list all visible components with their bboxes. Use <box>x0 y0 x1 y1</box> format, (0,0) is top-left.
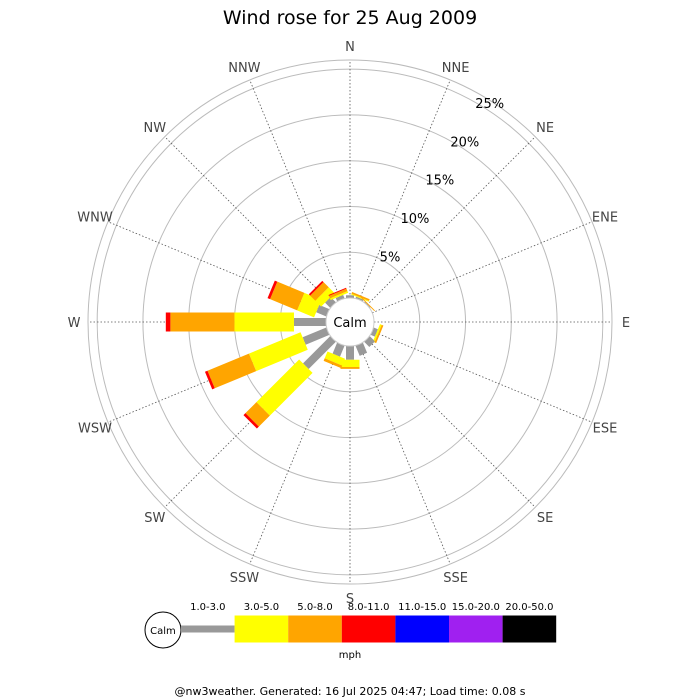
bar-ssw-1.0-3.0 <box>332 342 345 357</box>
bar-wsw-5.0-8.0 <box>207 353 257 389</box>
bar-nnw-3.0-5.0 <box>329 291 349 301</box>
legend-bin-label: 20.0-50.0 <box>505 602 553 613</box>
direction-label-w: W <box>68 316 81 331</box>
legend-bin-label: 1.0-3.0 <box>190 602 225 613</box>
direction-label-se: SE <box>537 511 553 526</box>
direction-label-nw: NW <box>144 121 167 136</box>
legend-bin-label: 8.0-11.0 <box>348 602 390 613</box>
calm-label: Calm <box>333 316 366 331</box>
bar-sw-8.0-11.0 <box>243 413 259 429</box>
legend-swatch <box>234 615 289 643</box>
direction-label-wnw: WNW <box>77 210 113 225</box>
grid-spoke <box>366 338 536 508</box>
outer-ring <box>87 59 613 585</box>
legend-bin-label: 3.0-5.0 <box>244 602 279 613</box>
legend-units: mph <box>339 650 361 661</box>
legend-swatch <box>395 615 449 643</box>
grid-spoke <box>358 79 451 300</box>
grid-spoke <box>164 136 334 306</box>
bar-sw-3.0-5.0 <box>256 359 313 416</box>
legend-bin-label: 5.0-8.0 <box>297 602 332 613</box>
bar-wsw-3.0-5.0 <box>248 332 308 372</box>
direction-label-nnw: NNW <box>228 61 260 76</box>
bar-nne-5.0-8.0 <box>351 291 370 301</box>
grid-spoke <box>372 221 593 314</box>
grid-spoke <box>249 344 342 565</box>
direction-label-wsw: WSW <box>78 422 112 437</box>
bar-wnw-1.0-3.0 <box>316 304 330 317</box>
radial-tick-label: 10% <box>400 212 429 227</box>
bar-ssw-5.0-8.0 <box>323 358 343 369</box>
calm-circle: Calm <box>325 297 375 347</box>
radial-tick-label: 25% <box>475 97 504 112</box>
legend-swatch <box>181 625 235 633</box>
direction-label-ene: ENE <box>592 210 618 225</box>
direction-label-sse: SSE <box>443 571 468 586</box>
bar-nw-3.0-5.0 <box>315 287 335 307</box>
direction-label-ssw: SSW <box>230 571 260 586</box>
legend-swatch <box>341 615 396 643</box>
bar-wsw-8.0-11.0 <box>204 370 215 390</box>
legend-swatch <box>288 615 342 643</box>
direction-label-nne: NNE <box>442 61 470 76</box>
legend-swatch <box>502 615 557 643</box>
grid-spoke <box>358 344 451 565</box>
polar-grid <box>87 59 613 585</box>
bar-nw-5.0-8.0 <box>310 282 329 301</box>
direction-label-e: E <box>622 316 630 331</box>
direction-label-ne: NE <box>536 121 554 136</box>
legend-bin-label: 11.0-15.0 <box>398 602 446 613</box>
grid-spoke <box>366 136 536 306</box>
bar-ese-3.0-5.0 <box>372 324 382 343</box>
bar-nnw-5.0-8.0 <box>328 288 348 299</box>
speed-legend: Calm 1.0-3.0 3.0-5.0 5.0-8.0 8.0-11.0 11.0-15… <box>144 602 557 661</box>
direction-label-ese: ESE <box>593 422 618 437</box>
bar-nw-8.0-11.0 <box>308 280 324 296</box>
bar-nnw-1.0-3.0 <box>335 294 345 302</box>
bar-ssw-3.0-5.0 <box>324 351 346 366</box>
bar-sw-1.0-3.0 <box>303 336 336 369</box>
direction-label-s: S <box>346 592 354 607</box>
bar-wnw-8.0-11.0 <box>267 280 278 300</box>
direction-label-sw: SW <box>144 511 165 526</box>
bar-sw-5.0-8.0 <box>245 402 270 427</box>
bar-nw-1.0-3.0 <box>325 297 336 308</box>
bar-se-1.0-3.0 <box>364 336 375 347</box>
legend-bin-label: 15.0-20.0 <box>452 602 500 613</box>
bar-sse-1.0-3.0 <box>355 342 368 356</box>
chart-title: Wind rose for 25 Aug 2009 <box>223 7 477 29</box>
direction-labels: 5% 10% 15% 20% 25% N NNE NE ENE E ESE SE SSE S SSW SW WS… <box>68 40 631 607</box>
legend-calm-label: Calm <box>150 626 176 637</box>
radial-tick-label: 20% <box>450 135 479 150</box>
legend-swatch <box>449 615 503 643</box>
radial-tick-label: 15% <box>425 174 454 189</box>
bar-wnw-5.0-8.0 <box>270 281 305 311</box>
bar-ese-5.0-8.0 <box>374 324 384 344</box>
direction-label-n: N <box>345 40 355 55</box>
bar-ese-1.0-3.0 <box>370 327 378 337</box>
radial-tick-label: 5% <box>380 250 401 265</box>
calm-circle-shape <box>325 297 375 347</box>
footer-text: @nw3weather. Generated: 16 Jul 2025 04:4… <box>175 685 526 698</box>
grid-spoke <box>249 79 342 300</box>
bar-wsw-1.0-3.0 <box>302 327 330 345</box>
grid-spoke <box>372 330 593 423</box>
bar-ne-5.0-8.0 <box>360 297 375 312</box>
bar-wnw-3.0-5.0 <box>297 292 322 318</box>
